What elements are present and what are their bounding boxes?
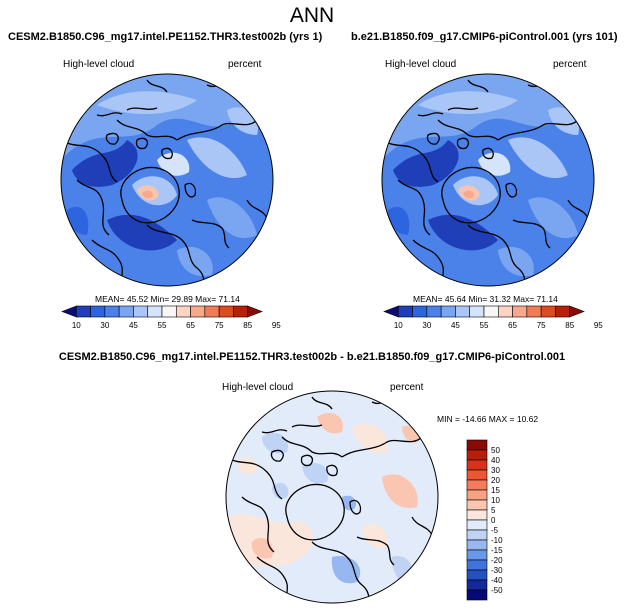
diff-colorbar-tick-label: -20 xyxy=(491,556,503,565)
diff-colorbar-swatch xyxy=(466,579,488,591)
diff-colorbar-swatch xyxy=(466,509,488,521)
panel2-colorbar-tick-label: 30 xyxy=(422,321,431,330)
panel2-stats: MEAN= 45.64 Min= 31.32 Max= 71.14 xyxy=(413,294,558,304)
panel2-colorbar-swatch xyxy=(555,305,571,318)
diff-colorbar-tick-label: 5 xyxy=(491,506,496,515)
diff-colorbar-tick-label: -30 xyxy=(491,566,503,575)
panel1-colorbar-swatch xyxy=(75,305,91,318)
diff-colorbar-swatch xyxy=(466,559,488,571)
panel1-colorbar-swatch xyxy=(190,305,206,318)
diff-minmax: MIN = -14.66 MAX = 10.62 xyxy=(437,414,539,424)
panel1-colorbar-swatch xyxy=(247,305,263,318)
panel1-colorbar-tick-label: 75 xyxy=(215,321,224,330)
panel2-colorbar-swatch xyxy=(483,305,499,318)
diff-colorbar-tick-label: 0 xyxy=(491,516,496,525)
panel1-variable-label: High-level cloud xyxy=(63,59,135,70)
diff-colorbar-tick-label: -50 xyxy=(491,586,503,595)
diff-colorbar-swatch xyxy=(466,529,488,541)
panel1-colorbar: 10 30 45 55 65 75 85 95 xyxy=(61,305,281,330)
panel2-colorbar-swatch xyxy=(397,305,413,318)
diff-colorbar-tick-label: -10 xyxy=(491,536,503,545)
panel1-colorbar-swatch xyxy=(90,305,106,318)
panel2-colorbar-swatch xyxy=(512,305,528,318)
panel2-colorbar-tick-label: 65 xyxy=(508,321,517,330)
diff-case-label: CESM2.B1850.C96_mg17.intel.PE1152.THR3.t… xyxy=(58,351,566,363)
panel1-colorbar-tick-label: 55 xyxy=(158,321,167,330)
diff-colorbar-swatch xyxy=(466,489,488,501)
panel2-map xyxy=(381,73,595,287)
panel1-colorbar-swatch xyxy=(118,305,134,318)
panel1-colorbar-swatch xyxy=(204,305,220,318)
panel1-colorbar-tick-label: 85 xyxy=(243,321,252,330)
panel2-colorbar-tick-label: 55 xyxy=(480,321,489,330)
panel2-colorbar-swatch xyxy=(526,305,542,318)
panel2-colorbar-tick-label: 95 xyxy=(594,321,603,330)
panel1-colorbar-tick-label: 95 xyxy=(272,321,281,330)
diff-colorbar-tick-label: 15 xyxy=(491,486,500,495)
diff-colorbar-swatch xyxy=(466,519,488,531)
diff-colorbar-swatch xyxy=(466,569,488,581)
panel2-colorbar-swatch xyxy=(426,305,442,318)
panel2-colorbar-tick-label: 75 xyxy=(537,321,546,330)
panel1-colorbar-tick-label: 45 xyxy=(129,321,138,330)
panel1-colorbar-swatch xyxy=(133,305,149,318)
diff-colorbar-tick-label: 10 xyxy=(491,496,500,505)
diff-map xyxy=(225,390,439,604)
figure-title: ANN xyxy=(289,4,335,27)
panel1-units-label: percent xyxy=(228,59,262,70)
diff-colorbar-tick-label: -5 xyxy=(491,526,499,535)
panel2-case-label: b.e21.B1850.f09_g17.CMIP6-piControl.001 … xyxy=(351,31,618,43)
panel2-colorbar-swatch xyxy=(455,305,471,318)
panel2-colorbar-swatch xyxy=(440,305,456,318)
diff-colorbar-tick-label: -40 xyxy=(491,576,503,585)
panel2-variable-label: High-level cloud xyxy=(385,59,457,70)
panel2-colorbar-tick-label: 85 xyxy=(565,321,574,330)
panel1-colorbar-swatch xyxy=(147,305,163,318)
diff-variable-label: High-level cloud xyxy=(222,382,294,393)
panel1-colorbar-tick-label: 10 xyxy=(72,321,81,330)
panel2-colorbar-tick-label: 45 xyxy=(451,321,460,330)
diff-colorbar-swatch xyxy=(466,589,488,601)
panel2-colorbar-swatch xyxy=(412,305,428,318)
diff-colorbar-tick-label: 20 xyxy=(491,476,500,485)
diff-colorbar-swatch xyxy=(466,459,488,471)
diff-colorbar-swatch xyxy=(466,449,488,461)
panel1-colorbar-swatch xyxy=(61,305,77,318)
diff-colorbar-swatch xyxy=(466,469,488,481)
panel1-colorbar-swatch xyxy=(233,305,249,318)
panel2-colorbar-swatch xyxy=(569,305,585,318)
diff-colorbar-swatch xyxy=(466,439,488,451)
panel2-colorbar-swatch xyxy=(469,305,485,318)
panel1-colorbar-swatch xyxy=(218,305,234,318)
diff-units-label: percent xyxy=(390,382,424,393)
panel2-units-label: percent xyxy=(553,59,587,70)
panel1-colorbar-tick-label: 30 xyxy=(100,321,109,330)
diff-colorbar-tick-label: 40 xyxy=(491,456,500,465)
panel1-map xyxy=(60,73,274,287)
diff-colorbar-swatch xyxy=(466,549,488,561)
diff-colorbar-swatch xyxy=(466,499,488,511)
diff-colorbar-swatch xyxy=(466,479,488,491)
panel1-colorbar-swatch xyxy=(104,305,120,318)
panel1-case-label: CESM2.B1850.C96_mg17.intel.PE1152.THR3.t… xyxy=(8,31,323,43)
panel2-colorbar-swatch xyxy=(540,305,556,318)
panel2-colorbar: 10 30 45 55 65 75 85 95 xyxy=(383,305,603,330)
panel1-stats: MEAN= 45.52 Min= 29.89 Max= 71.14 xyxy=(95,294,240,304)
panel1-colorbar-swatch xyxy=(161,305,177,318)
panel2-colorbar-swatch xyxy=(383,305,399,318)
diff-colorbar-tick-label: 50 xyxy=(491,446,500,455)
diff-colorbar-swatch xyxy=(466,539,488,551)
panel1-colorbar-swatch xyxy=(175,305,191,318)
panel2-colorbar-tick-label: 10 xyxy=(394,321,403,330)
panel2-colorbar-swatch xyxy=(497,305,513,318)
panel1-colorbar-tick-label: 65 xyxy=(186,321,195,330)
diff-colorbar-tick-label: -15 xyxy=(491,546,503,555)
diff-colorbar-tick-label: 30 xyxy=(491,466,500,475)
